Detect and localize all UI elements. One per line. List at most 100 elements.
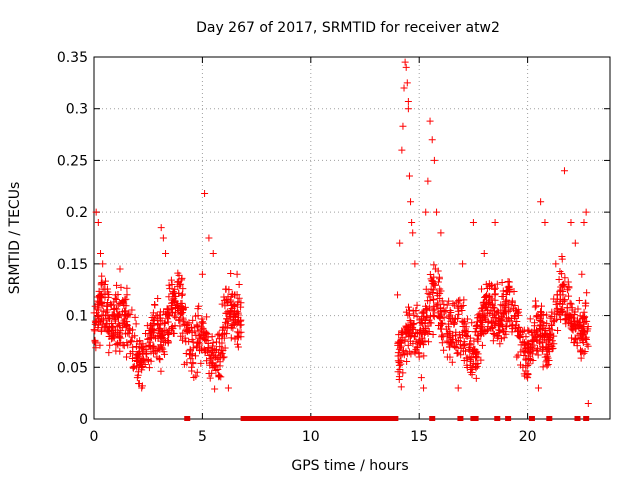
data-point	[515, 308, 523, 316]
data-point	[129, 363, 137, 371]
data-point	[234, 334, 242, 342]
data-point	[408, 218, 416, 226]
data-point	[403, 357, 411, 365]
data-point	[513, 353, 521, 361]
data-point	[135, 380, 143, 388]
data-point	[490, 314, 498, 322]
data-point	[576, 346, 584, 354]
data-point	[193, 343, 201, 351]
data-point	[533, 312, 541, 320]
data-point	[237, 299, 245, 307]
data-point	[572, 325, 580, 333]
data-point	[227, 302, 235, 310]
data-point	[544, 360, 552, 368]
data-point	[222, 309, 230, 317]
data-point	[233, 301, 241, 309]
data-point	[114, 312, 122, 320]
data-point	[425, 338, 433, 346]
zero-value-marker	[383, 416, 390, 421]
data-point	[411, 332, 419, 340]
data-point	[133, 374, 141, 382]
data-point	[499, 302, 507, 310]
data-point	[121, 296, 129, 304]
data-point	[531, 303, 539, 311]
data-point	[413, 343, 421, 351]
data-point	[413, 301, 421, 309]
zero-value-marker	[353, 416, 360, 421]
data-point	[434, 301, 442, 309]
data-point	[128, 333, 136, 341]
data-point	[420, 352, 428, 360]
data-point	[426, 297, 434, 305]
data-point	[173, 278, 181, 286]
data-point	[451, 332, 459, 340]
data-point	[206, 374, 214, 382]
data-point	[422, 312, 430, 320]
data-point	[413, 313, 421, 321]
data-point	[178, 276, 186, 284]
data-point	[107, 301, 115, 309]
data-point	[159, 328, 167, 336]
data-point	[416, 336, 424, 344]
data-point	[438, 333, 446, 341]
data-point	[111, 304, 119, 312]
data-point	[206, 355, 214, 363]
data-point	[498, 335, 506, 343]
data-point	[454, 314, 462, 322]
data-point	[541, 326, 549, 334]
data-point	[472, 374, 480, 382]
data-point	[571, 335, 579, 343]
data-point	[189, 316, 197, 324]
data-point	[531, 297, 539, 305]
data-point	[409, 229, 417, 237]
data-point	[430, 261, 438, 269]
data-point	[214, 371, 222, 379]
data-point	[445, 297, 453, 305]
data-point	[584, 399, 592, 407]
data-point	[580, 319, 588, 327]
data-point	[510, 305, 518, 313]
zero-value-marker	[283, 416, 290, 421]
data-point	[430, 156, 438, 164]
data-point	[112, 291, 120, 299]
data-point	[489, 329, 497, 337]
data-point	[557, 286, 565, 294]
data-point	[454, 297, 462, 305]
data-point	[522, 356, 530, 364]
data-point	[544, 346, 552, 354]
y-tick-label: 0.2	[66, 205, 88, 221]
data-point	[177, 332, 185, 340]
data-point	[433, 208, 441, 216]
data-point	[537, 302, 545, 310]
data-point	[452, 343, 460, 351]
x-tick-label: 0	[90, 429, 99, 445]
plot-frame	[93, 56, 611, 420]
data-point	[105, 324, 113, 332]
data-point	[453, 349, 461, 357]
data-point	[146, 338, 154, 346]
data-point	[541, 353, 549, 361]
data-point	[434, 312, 442, 320]
data-point	[99, 307, 107, 315]
data-point	[443, 337, 451, 345]
data-point	[97, 291, 105, 299]
data-point	[434, 321, 442, 329]
data-point	[177, 310, 185, 318]
data-point	[399, 347, 407, 355]
data-point	[113, 281, 121, 289]
data-point	[136, 354, 144, 362]
data-point	[438, 339, 446, 347]
zero-value-marker	[349, 416, 355, 421]
data-point	[143, 350, 151, 358]
data-point	[477, 356, 485, 364]
zero-value-marker	[322, 416, 329, 421]
zero-value-marker	[379, 416, 386, 421]
data-point	[533, 345, 541, 353]
data-point	[460, 296, 468, 304]
data-point	[397, 383, 405, 391]
data-point	[128, 306, 136, 314]
y-tick-label: 0.1	[66, 309, 88, 325]
data-point	[568, 334, 576, 342]
zero-value-marker	[429, 416, 436, 421]
